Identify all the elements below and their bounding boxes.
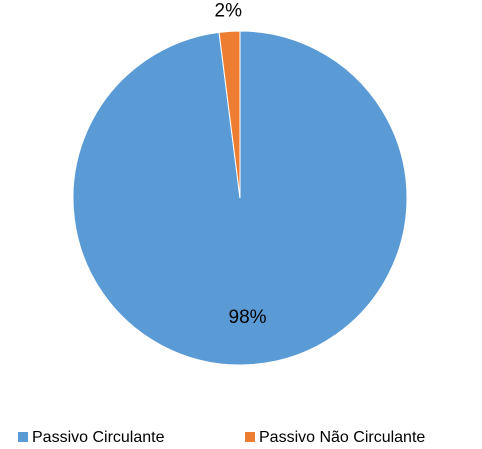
pie-slice	[218, 30, 241, 199]
legend-swatch	[245, 432, 255, 442]
data-label: 2%	[215, 0, 243, 21]
legend-swatch	[18, 432, 28, 442]
data-label: 98%	[229, 307, 267, 328]
legend-label: Passivo Circulante	[32, 429, 165, 446]
legend-label: Passivo Não Circulante	[259, 429, 425, 446]
